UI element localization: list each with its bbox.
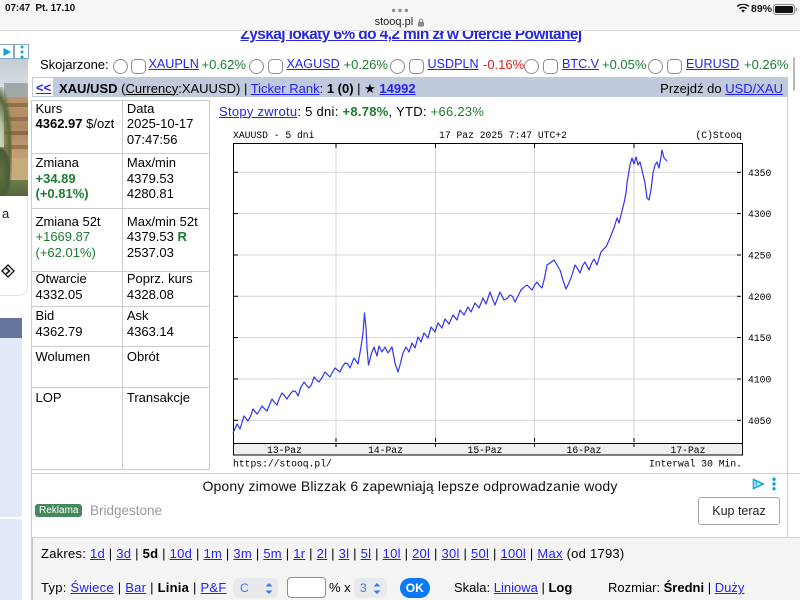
svg-text:Interwal 30 Min.: Interwal 30 Min. bbox=[649, 459, 742, 470]
svg-text:17-Paz: 17-Paz bbox=[671, 445, 706, 456]
svg-text:17 Paz 2025 7:47 UTC+2: 17 Paz 2025 7:47 UTC+2 bbox=[439, 130, 567, 141]
svg-text:4200: 4200 bbox=[748, 292, 771, 303]
svg-text:4300: 4300 bbox=[748, 209, 771, 220]
svg-text:16-Paz: 16-Paz bbox=[567, 445, 602, 456]
svg-text:4050: 4050 bbox=[748, 416, 771, 427]
svg-text:4250: 4250 bbox=[748, 251, 771, 262]
svg-text:4100: 4100 bbox=[748, 375, 771, 386]
svg-text:4350: 4350 bbox=[748, 168, 771, 179]
svg-text:https://stooq.pl/: https://stooq.pl/ bbox=[233, 459, 332, 470]
svg-text:14-Paz: 14-Paz bbox=[368, 445, 403, 456]
svg-text:4150: 4150 bbox=[748, 333, 771, 344]
svg-text:(C)Stooq: (C)Stooq bbox=[695, 130, 742, 141]
svg-text:13-Paz: 13-Paz bbox=[267, 445, 302, 456]
svg-text:15-Paz: 15-Paz bbox=[468, 445, 503, 456]
svg-text:XAUUSD - 5 dni: XAUUSD - 5 dni bbox=[233, 130, 315, 141]
